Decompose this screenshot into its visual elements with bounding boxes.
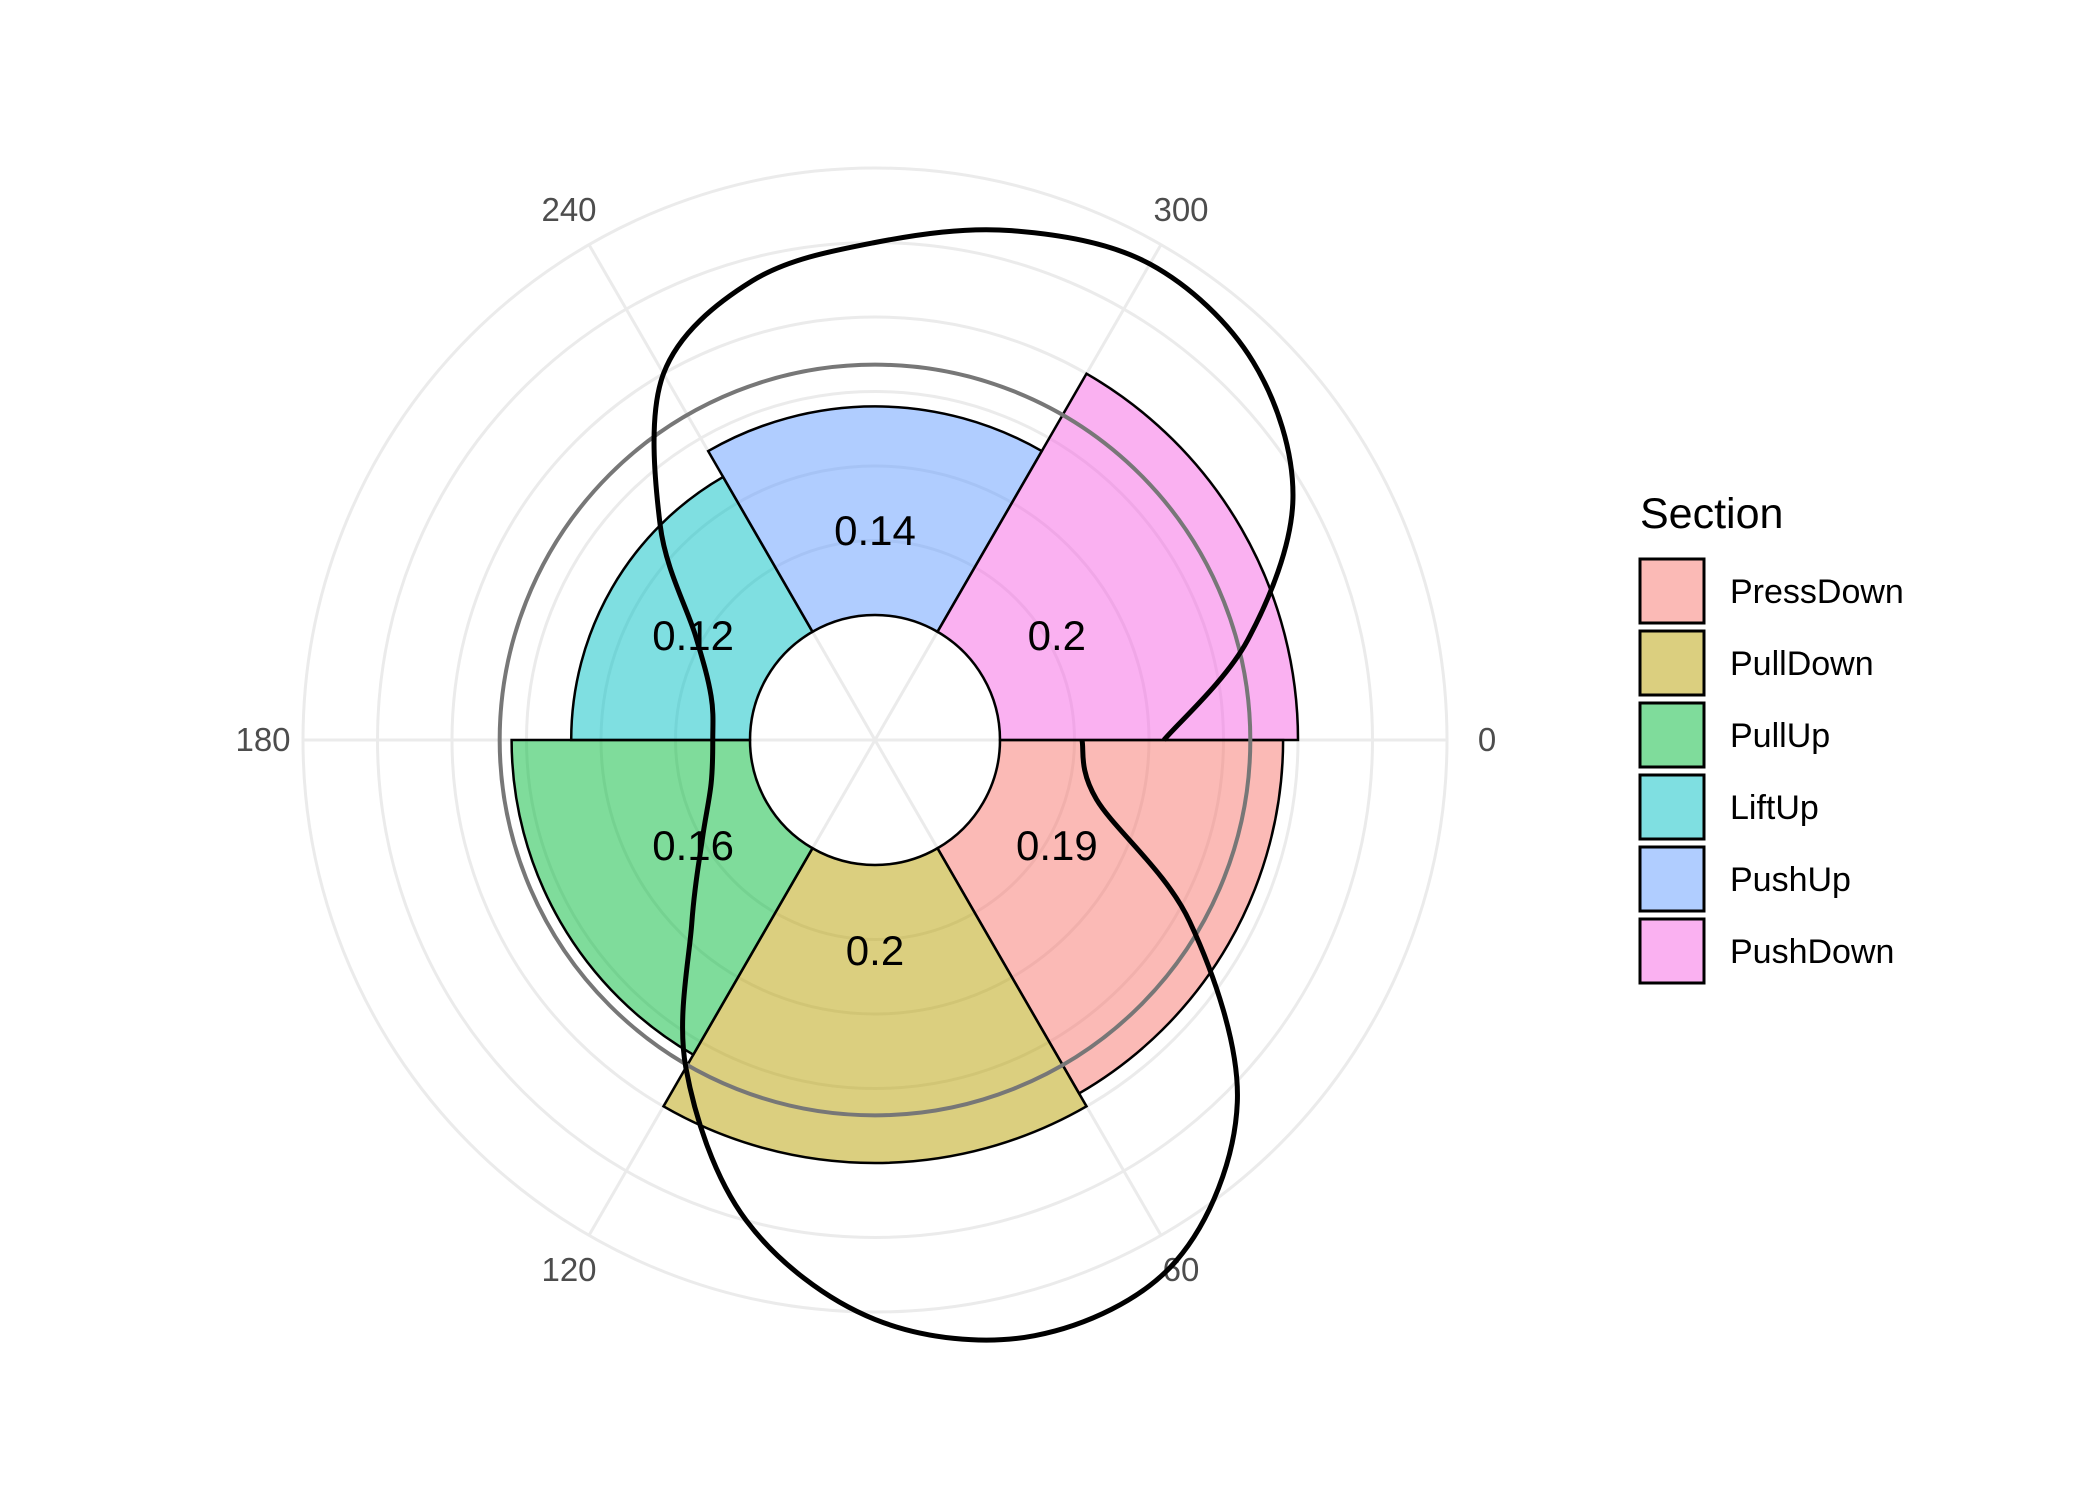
angle-tick-label: 120 xyxy=(541,1251,596,1288)
bar-pushdown xyxy=(935,371,1300,742)
legend: Section PressDown PullDown PullUp LiftUp Pus… xyxy=(1638,490,1904,985)
value-label-pushdown: 0.2 xyxy=(1028,612,1086,659)
legend-label-pushup: PushUp xyxy=(1730,861,1851,899)
value-label-liftup: 0.12 xyxy=(652,612,734,659)
legend-key-pushup xyxy=(1638,845,1706,913)
legend-key-pushdown xyxy=(1638,917,1706,985)
value-label-pulldown: 0.2 xyxy=(846,927,904,974)
bar-pullup xyxy=(510,738,815,1057)
reference-circle xyxy=(497,362,1253,1118)
legend-key-pulldown xyxy=(1638,629,1706,697)
legend-label-pullup: PullUp xyxy=(1730,717,1830,755)
legend-label-pushdown: PushDown xyxy=(1730,933,1894,971)
legend-title: Section xyxy=(1640,490,1783,538)
value-label-pushup: 0.14 xyxy=(834,507,916,554)
legend-label-pressdown: PressDown xyxy=(1730,573,1904,611)
angle-tick-label: 180 xyxy=(235,721,290,758)
value-label-pressdown: 0.19 xyxy=(1016,822,1098,869)
bar-pulldown xyxy=(661,846,1089,1165)
legend-key-liftup xyxy=(1638,773,1706,841)
bar-layer xyxy=(510,371,1300,1165)
reference-layer xyxy=(497,362,1253,1118)
legend-label-pulldown: PullDown xyxy=(1730,645,1874,683)
value-label-layer: 0.19 0.2 0.16 0.12 0.14 0.2 xyxy=(652,507,1097,974)
angle-tick-label: 300 xyxy=(1153,191,1208,228)
legend-key-pullup xyxy=(1638,701,1706,769)
bar-pushup xyxy=(706,405,1044,634)
density-curve xyxy=(651,227,1296,1343)
bar-pressdown xyxy=(935,738,1285,1096)
density-layer xyxy=(651,227,1296,1343)
legend-label-liftup: LiftUp xyxy=(1730,789,1819,827)
value-label-pullup: 0.16 xyxy=(652,822,734,869)
bar-liftup xyxy=(569,475,815,742)
angle-tick-label: 240 xyxy=(541,191,596,228)
legend-key-pressdown xyxy=(1638,557,1706,625)
angle-tick-label: 0 xyxy=(1478,721,1496,758)
